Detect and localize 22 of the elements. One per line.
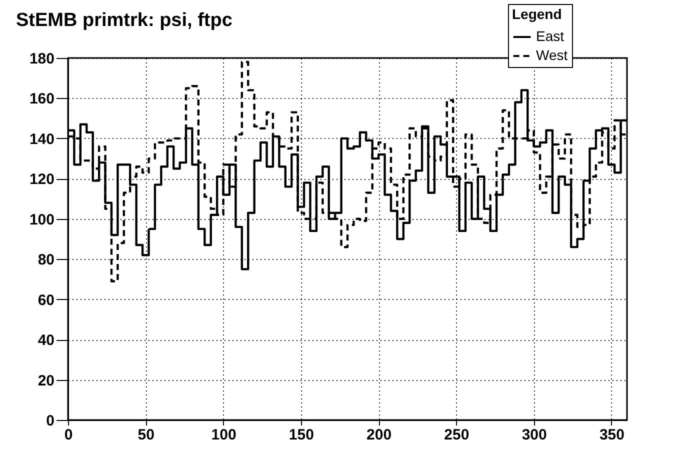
- y-tick-label: 0: [46, 412, 54, 430]
- x-tick-label: 0: [64, 426, 73, 444]
- y-tick-label: 60: [38, 292, 54, 309]
- x-tick-label: 150: [288, 426, 314, 444]
- y-tick-label: 100: [29, 211, 54, 228]
- x-tick-label: 350: [599, 426, 624, 444]
- x-tick-label: 200: [366, 426, 392, 444]
- y-tick-label: 40: [38, 332, 54, 350]
- legend-label: West: [536, 47, 568, 63]
- x-tick-label: 300: [522, 426, 547, 444]
- y-tick-label: 140: [29, 130, 54, 148]
- x-tick-label: 100: [211, 426, 236, 444]
- y-tick-label: 160: [29, 90, 54, 108]
- chart-title: StEMB primtrk: psi, ftpc: [16, 10, 233, 31]
- y-tick-label: 20: [38, 372, 54, 390]
- legend-label: East: [536, 28, 564, 44]
- y-tick-label: 180: [29, 50, 54, 68]
- y-tick-label: 80: [38, 252, 54, 269]
- legend-title: Legend: [512, 6, 562, 22]
- x-tick-label: 50: [138, 426, 154, 444]
- y-tick-label: 120: [29, 171, 54, 188]
- x-tick-label: 250: [444, 426, 470, 444]
